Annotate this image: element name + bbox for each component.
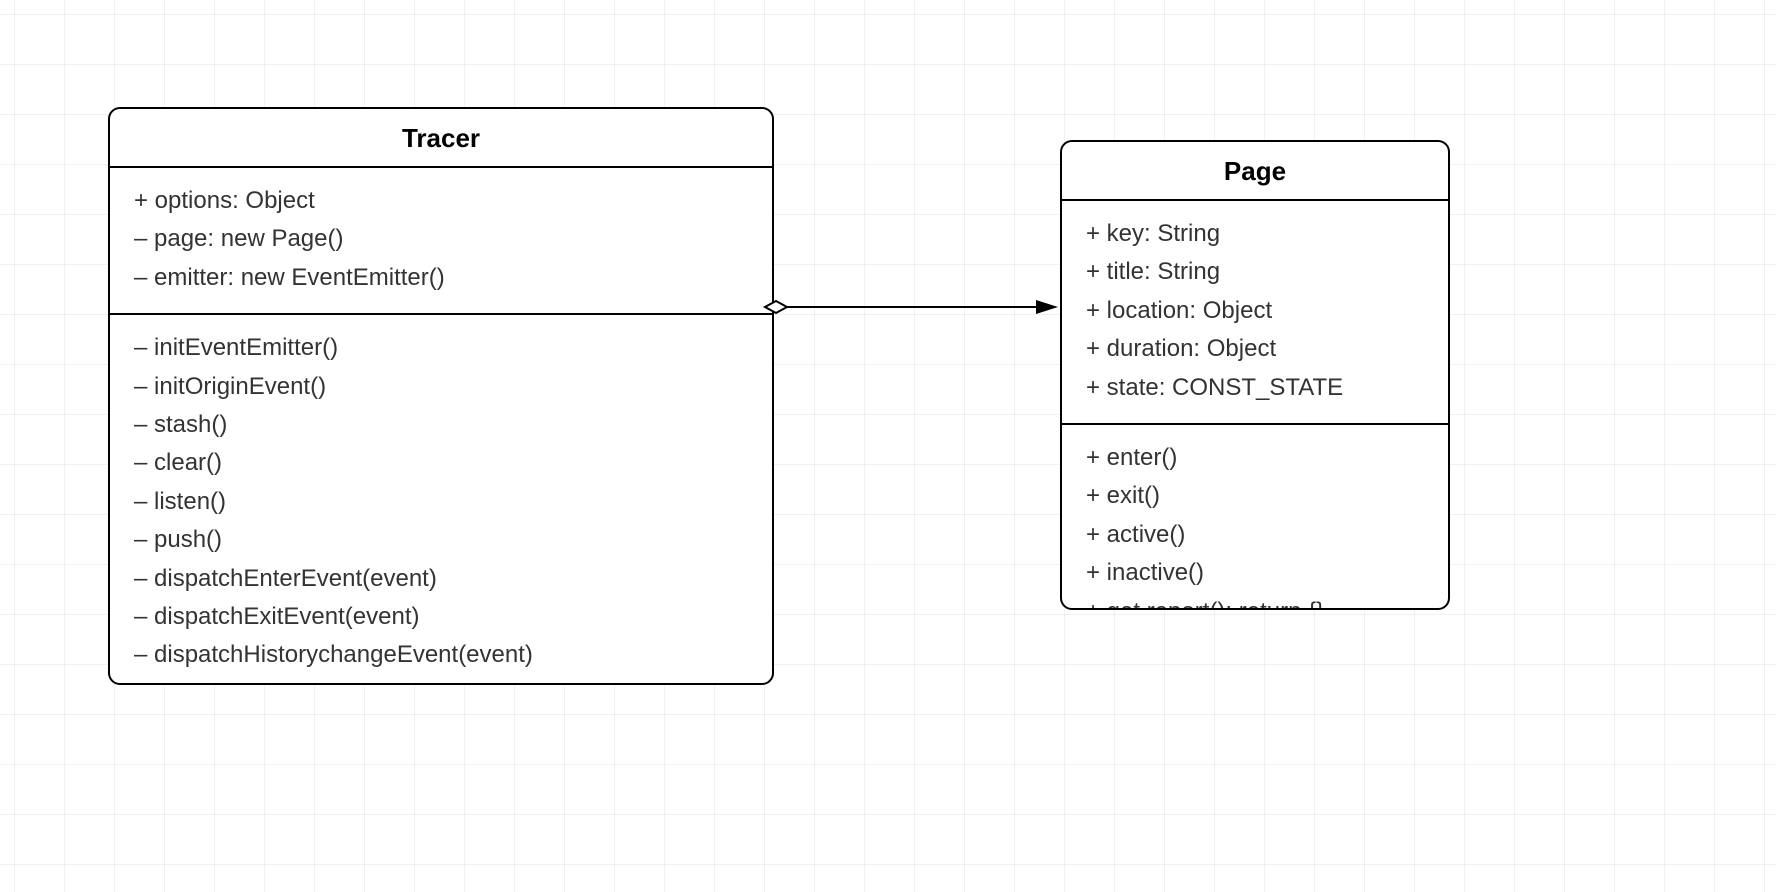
- page-attribute-row: + state: CONST_STATE: [1086, 369, 1424, 407]
- tracer-attribute-row: – page: new Page(): [134, 220, 748, 258]
- class-box-tracer: Tracer + options: Object– page: new Page…: [108, 107, 774, 685]
- tracer-method-row: – stash(): [134, 406, 748, 444]
- tracer-method-row: – dispatchExitEvent(event): [134, 598, 748, 636]
- class-attributes-page: + key: String+ title: String+ location: …: [1062, 201, 1448, 423]
- page-method-row: + get report(): return {}: [1086, 593, 1424, 610]
- tracer-method-row: – initEventEmitter(): [134, 329, 748, 367]
- page-attribute-row: + title: String: [1086, 253, 1424, 291]
- tracer-attribute-row: + options: Object: [134, 182, 748, 220]
- page-method-row: + enter(): [1086, 439, 1424, 477]
- page-attribute-row: + duration: Object: [1086, 330, 1424, 368]
- tracer-method-row: – dispatchHistorychangeEvent(event): [134, 636, 748, 674]
- class-title-page: Page: [1062, 142, 1448, 201]
- tracer-method-row: – dispatchEnterEvent(event): [134, 560, 748, 598]
- aggregation-connector: [746, 277, 1088, 337]
- tracer-method-row: – dispatchActivechangeEvent(event, boole…: [134, 675, 748, 685]
- class-methods-tracer: – initEventEmitter()– initOriginEvent()–…: [110, 313, 772, 685]
- tracer-method-row: – clear(): [134, 444, 748, 482]
- page-attribute-row: + location: Object: [1086, 292, 1424, 330]
- page-attribute-row: + key: String: [1086, 215, 1424, 253]
- class-methods-page: + enter()+ exit()+ active()+ inactive()+…: [1062, 423, 1448, 610]
- page-method-row: + exit(): [1086, 477, 1424, 515]
- tracer-attribute-row: – emitter: new EventEmitter(): [134, 259, 748, 297]
- page-method-row: + active(): [1086, 516, 1424, 554]
- class-box-page: Page + key: String+ title: String+ locat…: [1060, 140, 1450, 610]
- arrow-head-icon: [1036, 300, 1058, 314]
- class-attributes-tracer: + options: Object– page: new Page()– emi…: [110, 168, 772, 313]
- aggregation-diamond-icon: [765, 301, 787, 313]
- page-method-row: + inactive(): [1086, 554, 1424, 592]
- class-title-tracer: Tracer: [110, 109, 772, 168]
- tracer-method-row: – listen(): [134, 483, 748, 521]
- tracer-method-row: – initOriginEvent(): [134, 368, 748, 406]
- tracer-method-row: – push(): [134, 521, 748, 559]
